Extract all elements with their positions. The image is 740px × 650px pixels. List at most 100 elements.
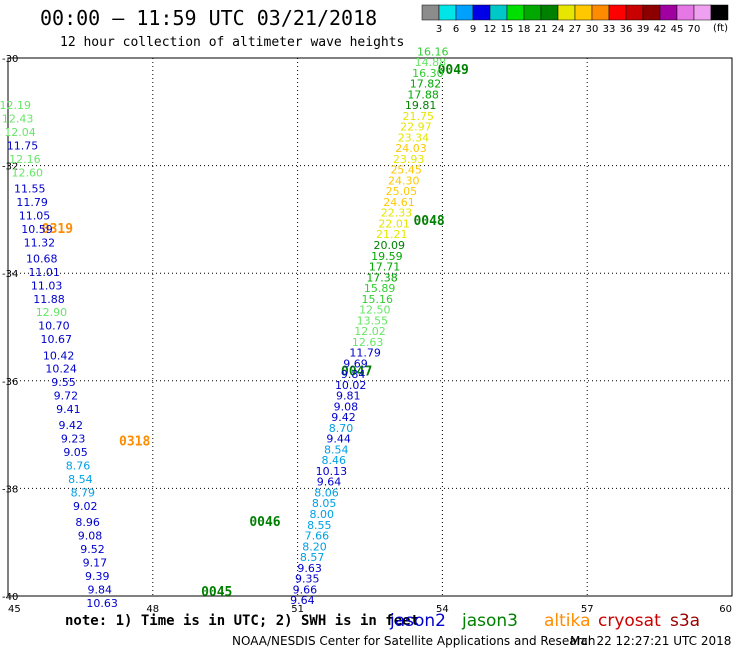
legend-entry-cryosat: cryosat — [598, 611, 661, 631]
wave-height-label: 25.45 — [390, 164, 422, 177]
wave-height-label: 9.41 — [56, 403, 81, 416]
footer-note: note: 1) Time is in UTC; 2) SWH is in fe… — [65, 613, 419, 629]
wave-height-label: 11.88 — [33, 293, 65, 306]
wave-height-label: 11.55 — [14, 183, 46, 196]
wave-height-label: 11.79 — [349, 347, 381, 360]
color-scale-swatch — [557, 4, 576, 21]
wave-height-label: 12.02 — [354, 325, 386, 338]
wave-height-label: 12.63 — [352, 336, 384, 349]
wave-height-label: 10.67 — [41, 333, 73, 346]
color-scale-label: 33 — [603, 24, 616, 35]
color-scale-swatch — [421, 4, 440, 21]
color-scale-label: 45 — [671, 24, 684, 35]
wave-height-label: 10.02 — [335, 379, 367, 392]
wave-height-label: 8.00 — [309, 508, 334, 521]
x-axis-tick-label: 60 — [719, 604, 732, 615]
footer-credit: NOAA/NESDIS Center for Satellite Applica… — [232, 634, 595, 648]
color-scale-unit: (ft) — [713, 23, 728, 34]
chart-subtitle: 12 hour collection of altimeter wave hei… — [60, 35, 404, 50]
y-axis-tick-label: -34 — [2, 269, 18, 280]
wave-height-label: 10.24 — [45, 363, 77, 376]
wave-height-label: 9.23 — [61, 433, 86, 446]
x-axis-tick-label: 54 — [436, 604, 449, 615]
wave-height-label: 22.97 — [400, 121, 432, 134]
color-scale-label: 12 — [484, 24, 497, 35]
wave-height-label: 12.16 — [9, 153, 41, 166]
wave-height-label: 10.13 — [316, 465, 348, 478]
wave-height-label: 16.16 — [417, 45, 449, 58]
wave-height-label: 10.68 — [26, 252, 58, 265]
wave-height-label: 11.03 — [31, 279, 63, 292]
color-scale-label: 21 — [535, 24, 548, 35]
wave-height-label: 9.84 — [341, 368, 366, 381]
wave-height-label: 19.59 — [371, 250, 403, 263]
wave-height-label: 21.21 — [376, 228, 408, 241]
footer-timestamp: Mar 22 12:27:21 UTC 2018 — [570, 634, 731, 648]
wave-height-label: 9.52 — [80, 543, 105, 556]
wave-height-label: 8.76 — [66, 460, 91, 473]
gridlines — [8, 58, 732, 596]
wave-height-label: 8.54 — [324, 443, 349, 456]
wave-height-label: 9.05 — [63, 446, 88, 459]
color-scale-label: 18 — [518, 24, 531, 35]
wave-height-label: 8.70 — [329, 422, 354, 435]
color-scale-swatch — [659, 4, 678, 21]
wave-height-label: 9.64 — [290, 594, 315, 607]
wave-height-label: 9.08 — [78, 530, 103, 543]
wave-height-label: 9.44 — [326, 433, 351, 446]
legend-entry-s3a: s3a — [670, 611, 700, 631]
color-scale-label: 36 — [620, 24, 633, 35]
pass-number-label: 0319 — [42, 222, 73, 237]
wave-height-label: 9.63 — [297, 562, 322, 575]
pass-number-label: 0049 — [438, 63, 469, 78]
wave-height-label: 22.01 — [378, 217, 410, 230]
x-axis-tick-labels: 45 48 51 54 57 60 — [8, 604, 732, 615]
y-axis-tick-label: -32 — [2, 162, 18, 173]
pass-number-label: 0046 — [249, 515, 280, 530]
y-axis-tick-labels: -30 -32 -34 -36 -38 -40 — [2, 54, 18, 603]
wave-height-label: 12.43 — [2, 113, 34, 126]
color-scale-label: 42 — [654, 24, 667, 35]
wave-height-label: 23.93 — [393, 153, 425, 166]
color-scale-label: 15 — [501, 24, 514, 35]
color-scale-swatch — [625, 4, 644, 21]
wave-height-label: 8.96 — [75, 516, 100, 529]
wave-height-label: 17.82 — [410, 78, 442, 91]
color-scale-label: 27 — [569, 24, 582, 35]
color-scale-swatch — [472, 4, 491, 21]
wave-height-label: 9.17 — [83, 556, 108, 569]
color-scale-swatch — [591, 4, 610, 21]
x-axis-tick-label: 48 — [146, 604, 159, 615]
satellite-legend: jason2 jason3 altika cryosat s3a — [389, 611, 700, 631]
color-scale-swatch — [693, 4, 712, 21]
wave-height-label: 8.20 — [302, 540, 327, 553]
wave-height-label: 11.01 — [28, 266, 60, 279]
color-scale-swatch — [540, 4, 559, 21]
wave-height-label: 9.08 — [334, 400, 359, 413]
wave-height-label: 9.84 — [87, 583, 112, 596]
pass-number-label: 0047 — [341, 364, 372, 379]
color-scale-bar: 3 6 9 12 15 18 21 24 27 30 33 36 39 42 45 70 — [421, 4, 729, 35]
wave-height-label: 9.42 — [331, 411, 356, 424]
wave-height-label: 17.88 — [407, 88, 439, 101]
color-scale-label: 24 — [552, 24, 565, 35]
y-axis-tick-label: -40 — [2, 592, 18, 603]
wave-height-label: 12.50 — [359, 304, 391, 317]
wave-height-label: 9.02 — [73, 500, 98, 513]
wave-height-label: 15.16 — [361, 293, 393, 306]
x-axis-tick-label: 45 — [8, 604, 21, 615]
pass-number-label: 0048 — [413, 214, 444, 229]
wave-height-label: 24.30 — [388, 174, 420, 187]
wave-height-label: 21.75 — [403, 110, 435, 123]
wave-height-label: 9.42 — [58, 419, 83, 432]
wave-height-label: 24.61 — [383, 196, 415, 209]
wave-height-label: 9.66 — [293, 583, 318, 596]
wave-height-label: 8.54 — [68, 473, 93, 486]
x-axis-tick-label: 51 — [291, 604, 304, 615]
pass-number-label: 0318 — [119, 434, 150, 449]
color-scale-label: 3 — [436, 24, 442, 35]
wave-height-label: 10.70 — [38, 320, 70, 333]
wave-height-label: 10.59 — [21, 223, 53, 236]
wave-height-label: 24.03 — [395, 142, 427, 155]
y-axis-tick-label: -36 — [2, 377, 18, 388]
